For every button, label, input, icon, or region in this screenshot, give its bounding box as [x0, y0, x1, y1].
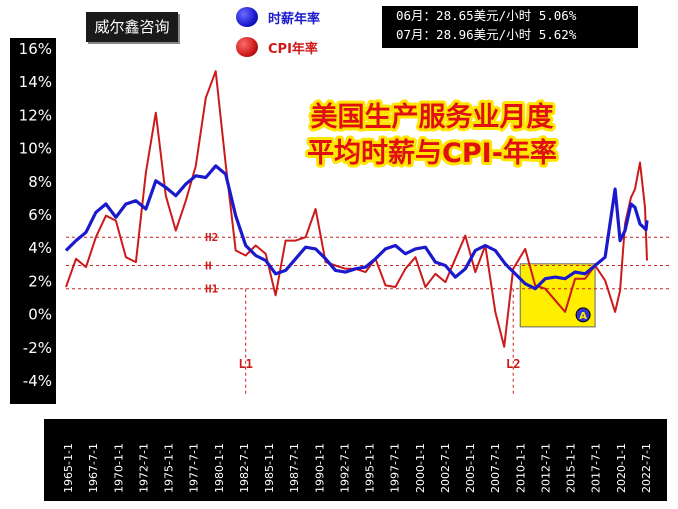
y-tick-label: 4%: [28, 239, 52, 257]
x-tick-label: 2022-7-1: [640, 443, 653, 493]
info-line-july: 07月：28.96美元/小时 5.62%: [396, 27, 577, 42]
y-tick-label: 2%: [28, 272, 52, 290]
legend-label-cpi: CPI年率: [268, 41, 318, 57]
chart-title: 美国生产服务业月度: [311, 101, 554, 133]
blue-dot-icon: [236, 7, 258, 27]
y-tick-label: -2%: [23, 339, 52, 357]
highlight-marker-icon: [575, 307, 591, 323]
x-tick-label: 1995-1-1: [364, 443, 377, 493]
reference-label: H1: [205, 283, 219, 296]
x-tick-label: 1977-7-1: [188, 443, 201, 493]
y-tick-label: 8%: [28, 173, 52, 191]
x-tick-label: 1982-7-1: [238, 443, 251, 493]
wage-series-line: [64, 164, 649, 291]
y-tick-label: 0%: [28, 306, 52, 324]
x-tick-label: 2000-1-1: [414, 443, 427, 493]
y-axis-panel: [10, 38, 56, 404]
red-dot-icon: [236, 37, 258, 57]
info-line-june: 06月：28.65美元/小时 5.06%: [396, 8, 577, 23]
y-tick-label: 12%: [19, 106, 52, 124]
x-tick-label: 2002-7-1: [439, 443, 452, 493]
x-tick-label: 2007-7-1: [489, 443, 502, 493]
x-tick-label: 1987-7-1: [288, 443, 301, 493]
reference-label: H: [205, 259, 212, 272]
x-tick-label: 1975-1-1: [163, 443, 176, 493]
x-axis-panel: [44, 419, 667, 501]
x-tick-label: 1985-1-1: [263, 443, 276, 493]
chart-title-glow: 平均时薪与CPI-年率: [307, 137, 557, 169]
brand-label: 威尔鑫咨询: [86, 12, 178, 42]
reference-label: H2: [205, 231, 218, 244]
legend-label-wage: 时薪年率: [268, 11, 321, 27]
y-tick-label: 14%: [19, 73, 52, 91]
highlight-label: A: [579, 311, 587, 322]
x-tick-label: 1967-7-1: [87, 443, 100, 493]
x-tick-label: 1965-1-1: [62, 443, 75, 493]
vertical-marker-label: L2: [506, 357, 520, 371]
x-tick-label: 2015-1-1: [565, 443, 578, 493]
x-tick-label: 2012-7-1: [539, 443, 552, 493]
y-tick-label: 6%: [28, 206, 52, 224]
legend-item-cpi: CPI年率: [236, 36, 318, 58]
vertical-marker-label: L1: [238, 357, 252, 371]
info-box: 06月：28.65美元/小时 5.06% 07月：28.96美元/小时 5.62…: [382, 6, 638, 48]
x-tick-label: 2020-1-1: [615, 443, 628, 493]
x-tick-label: 2005-1-1: [464, 443, 477, 493]
y-tick-label: -4%: [23, 372, 52, 390]
x-tick-label: 1992-7-1: [338, 443, 351, 493]
x-tick-label: 2017-7-1: [590, 443, 603, 493]
x-tick-label: 1990-1-1: [313, 443, 326, 493]
chart-title-glow: 美国生产服务业月度: [311, 101, 554, 133]
x-tick-label: 1972-7-1: [137, 443, 150, 493]
x-tick-label: 1970-1-1: [112, 443, 125, 493]
x-tick-label: 2010-1-1: [514, 443, 527, 493]
chart-title: 平均时薪与CPI-年率: [307, 137, 557, 169]
y-tick-label: 10%: [19, 140, 52, 158]
x-tick-label: 1997-7-1: [389, 443, 402, 493]
y-tick-label: 16%: [19, 40, 52, 58]
x-tick-label: 1980-1-1: [213, 443, 226, 493]
legend-item-wage: 时薪年率: [236, 6, 320, 28]
